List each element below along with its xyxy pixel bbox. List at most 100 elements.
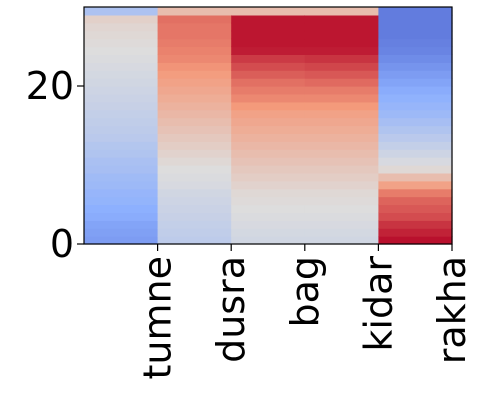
heatmap-cell [157,133,232,142]
heatmap-cell [157,180,232,190]
heatmap-cell [84,188,159,198]
x-axis: tumne dusra bag kidar rakha [136,244,474,379]
heatmap-cell [378,30,453,40]
heatmap-cell [157,220,232,229]
heatmap-cell [84,78,159,87]
heatmap-cell [157,117,232,127]
heatmap-cell [157,7,232,16]
heatmap-cell [157,93,232,103]
heatmap-cell [157,14,232,24]
heatmap-cell [231,70,306,79]
heatmap-cell [231,22,306,32]
heatmap-cell [157,172,232,182]
heatmap-cell [378,220,453,229]
heatmap-cell [157,228,232,237]
x-tick-label: bag [283,256,327,328]
heatmap-cell [84,157,159,166]
heatmap-cell [157,70,232,79]
heatmap-cell [231,228,306,237]
heatmap-cell [231,30,306,40]
heatmap-cell [231,54,306,63]
heatmap-cell [84,86,159,95]
heatmap-cell [304,141,379,150]
heatmap-cell [231,149,306,158]
heatmap-cell [84,172,159,182]
heatmap-cell [378,70,453,79]
y-tick-label: 20 [26,64,74,108]
heatmap-cell [84,125,159,134]
heatmap-cell [304,38,379,48]
heatmap-cell [84,62,159,71]
heatmap-cell [304,196,379,206]
heatmap-cell [84,117,159,127]
heatmap-cell [84,165,159,174]
heatmap-cell [157,78,232,87]
heatmap-cell [231,236,306,245]
heatmap-cell [84,30,159,40]
heatmap-cell [231,157,306,166]
heatmap-cell [304,70,379,79]
x-tick-label: kidar [356,256,400,352]
heatmap-cell [378,38,453,48]
heatmap-cell [157,101,232,111]
heatmap-cell [231,172,306,182]
heatmap-cell [157,149,232,158]
heatmap-cell [157,141,232,150]
heatmap-cell [231,117,306,127]
heatmap-cell [84,38,159,48]
heatmap-cell [84,133,159,142]
heatmap-cell [231,141,306,150]
heatmap-cell [157,54,232,63]
heatmap-cell [157,125,232,134]
heatmap-cell [157,165,232,174]
plot-frame [83,6,453,245]
heatmap-cell [304,157,379,166]
heatmap-cell [304,78,379,87]
heatmap-cell [378,22,453,32]
heatmap-cell [231,125,306,134]
heatmap-cell [304,46,379,55]
heatmap-cell [231,212,306,221]
heatmap-cell [84,228,159,237]
heatmap-cell [231,109,306,119]
heatmap-cell [304,172,379,182]
heatmap-cell [231,7,306,16]
heatmap-cell [231,78,306,87]
heatmap-cell [231,101,306,111]
heatmap-cell [378,141,453,150]
heatmap-cell [304,180,379,190]
heatmap-cell [231,93,306,103]
heatmap-cell [378,196,453,206]
heatmap-cell [84,204,159,213]
heatmap-cell [304,22,379,32]
heatmap-cell [304,204,379,213]
heatmap-cell [304,125,379,134]
heatmap-cell [378,14,453,24]
heatmap-cell [304,165,379,174]
heatmap-cell [378,46,453,55]
heatmap-cell [231,165,306,174]
heatmap-cell [84,93,159,103]
heatmap-cell [378,86,453,95]
heatmap-cell [378,228,453,237]
heatmap-cell [157,196,232,206]
x-tick-label: tumne [136,256,180,379]
heatmap-cell [378,117,453,127]
heatmap-cell [231,38,306,48]
heatmap-cell [231,62,306,71]
heatmap-cell [378,133,453,142]
heatmap-cell [378,180,453,190]
heatmap-cell [304,149,379,158]
heatmap-cell [157,236,232,245]
heatmap-cell [378,7,453,16]
heatmap-cell [378,125,453,134]
heatmap-cell [378,204,453,213]
heatmap-cell [157,46,232,55]
heatmap-cell [231,188,306,198]
heatmap-cell [84,70,159,79]
heatmap-cell [304,30,379,40]
heatmap-cell [231,196,306,206]
heatmap-cell [304,14,379,24]
heatmap-cell [84,22,159,32]
